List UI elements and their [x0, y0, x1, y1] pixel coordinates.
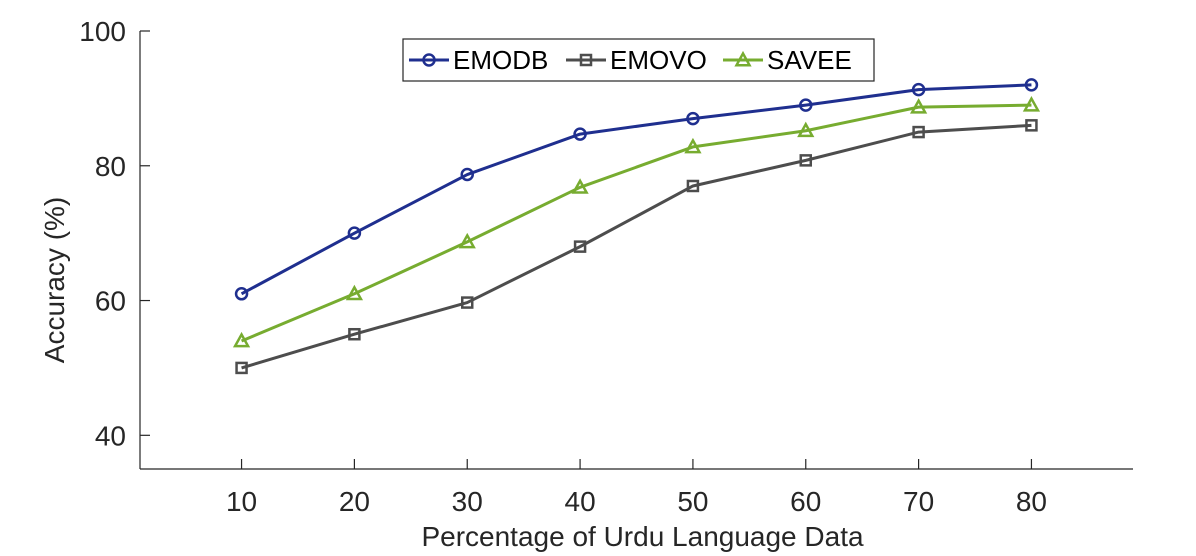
axes: 40 60 80 100 10 20 30 40 50 60 70 80 Percentage of U…: [39, 16, 1133, 552]
x-tick-label: 20: [339, 486, 370, 517]
series-line-emovo: [241, 123, 1032, 370]
data-point-savee: [232, 331, 251, 348]
data-point-emovo: [799, 154, 813, 167]
series-line-savee: [240, 103, 1032, 343]
legend-label: SAVEE: [767, 45, 852, 75]
y-axis-title: Accuracy (%): [39, 197, 70, 363]
series-line-emodb: [240, 83, 1032, 296]
legend-marker-square: [579, 53, 593, 67]
series-savee: [232, 96, 1041, 348]
x-tick-label: 70: [903, 486, 934, 517]
data-point-savee: [684, 137, 702, 154]
data-point-emodb: [573, 127, 587, 141]
x-axis-title: Percentage of Urdu Language Data: [421, 521, 864, 552]
series-emodb: [234, 78, 1039, 301]
legend-item-savee: SAVEE: [723, 45, 852, 75]
data-point-emodb: [1024, 78, 1039, 92]
data-point-savee: [458, 232, 476, 249]
legend-marker-triangle: [734, 50, 752, 67]
data-point-emodb: [686, 111, 700, 126]
y-tick-label: 100: [79, 16, 126, 47]
data-point-emodb: [911, 82, 926, 97]
x-tick-label: 50: [677, 486, 708, 517]
data-point-emodb: [347, 226, 362, 240]
data-point-savee: [1022, 96, 1041, 112]
x-tick-label: 60: [790, 486, 821, 517]
y-tick-label: 40: [95, 420, 126, 451]
series-emovo: [235, 119, 1038, 375]
data-point-emovo: [573, 240, 587, 253]
data-point-emovo: [348, 327, 361, 341]
x-tick-label: 30: [452, 486, 483, 517]
y-tick-label: 80: [95, 151, 126, 182]
data-point-emovo: [235, 361, 248, 375]
legend-box: [402, 38, 875, 82]
data-point-savee: [571, 178, 589, 194]
data-point-savee: [909, 98, 928, 114]
legend-label: EMOVO: [610, 45, 707, 75]
data-point-emodb: [799, 98, 813, 112]
data-point-emovo: [912, 125, 925, 139]
legend-item-emodb: EMODB: [409, 45, 548, 75]
x-tick-label: 80: [1016, 486, 1047, 517]
data-point-savee: [797, 121, 815, 138]
legend-marker-circle: [422, 53, 436, 67]
legend-item-emovo: EMOVO: [566, 45, 707, 75]
data-point-emodb: [234, 287, 249, 301]
data-point-emodb: [460, 167, 474, 182]
legend-label: EMODB: [453, 45, 548, 75]
data-point-emovo: [686, 179, 700, 193]
data-point-emovo: [1025, 119, 1038, 132]
y-tick-label: 60: [95, 286, 126, 317]
legend: EMODB EMOVO SAVEE: [402, 38, 875, 82]
series-layer: [232, 78, 1041, 375]
data-point-savee: [345, 284, 364, 301]
data-point-emovo: [460, 296, 474, 309]
x-tick-label: 10: [226, 486, 257, 517]
x-tick-label: 40: [565, 486, 596, 517]
